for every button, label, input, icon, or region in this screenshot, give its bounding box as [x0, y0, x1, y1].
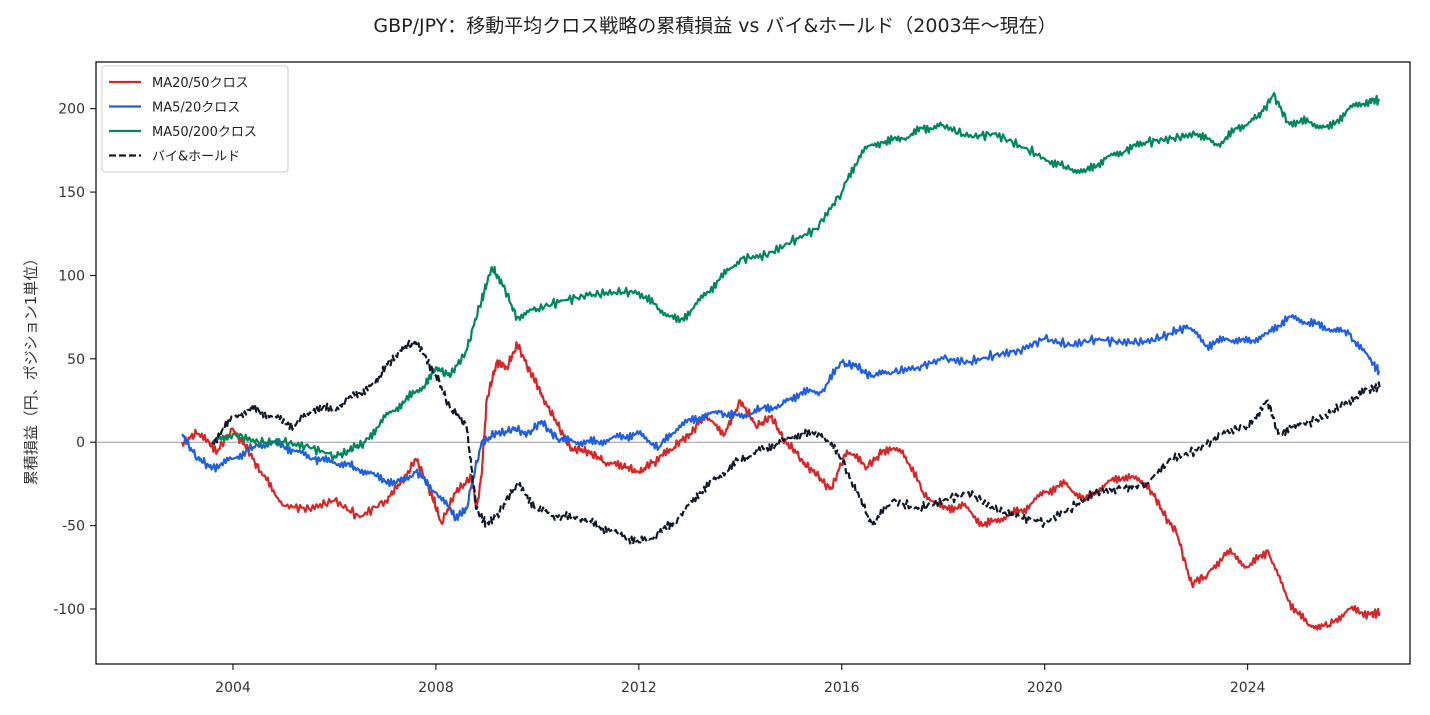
y-tick-label: 150 [58, 185, 85, 201]
x-tick-label: 2008 [418, 680, 454, 696]
legend-label: バイ&ホールド [152, 150, 240, 165]
x-tick-label: 2012 [621, 680, 657, 696]
y-tick-label: -100 [53, 602, 85, 618]
legend-label: MA50/200クロス [152, 125, 257, 140]
y-axis-label: 累積損益（円、ポジション1単位） [22, 251, 40, 486]
chart-title: GBP/JPY：移動平均クロス戦略の累積損益 vs バイ&ホールド（2003年〜… [373, 15, 1056, 37]
y-tick-label: 100 [58, 268, 85, 284]
y-tick-label: 200 [58, 102, 85, 118]
series-line-1 [181, 341, 1381, 631]
legend-box [101, 65, 289, 173]
plot-area [95, 61, 1411, 665]
x-axis: 2004 2008 2012 2016 2020 2024 [215, 664, 1266, 696]
x-tick-label: 2020 [1027, 680, 1063, 696]
y-tick-label: 50 [67, 352, 85, 368]
y-tick-label: -50 [62, 519, 85, 535]
y-axis: -100 -50 0 50 100 150 200 [53, 102, 96, 618]
x-tick-label: 2016 [824, 680, 860, 696]
x-tick-label: 2024 [1230, 680, 1266, 696]
series-layer [181, 91, 1381, 631]
x-tick-label: 2004 [215, 680, 251, 696]
series-line-2 [181, 313, 1381, 522]
legend-label: MA20/50クロス [152, 76, 249, 91]
series-line-3 [211, 91, 1381, 462]
y-tick-label: 0 [76, 435, 85, 451]
legend-label: MA5/20クロス [152, 101, 240, 116]
series-line-4 [211, 339, 1381, 546]
